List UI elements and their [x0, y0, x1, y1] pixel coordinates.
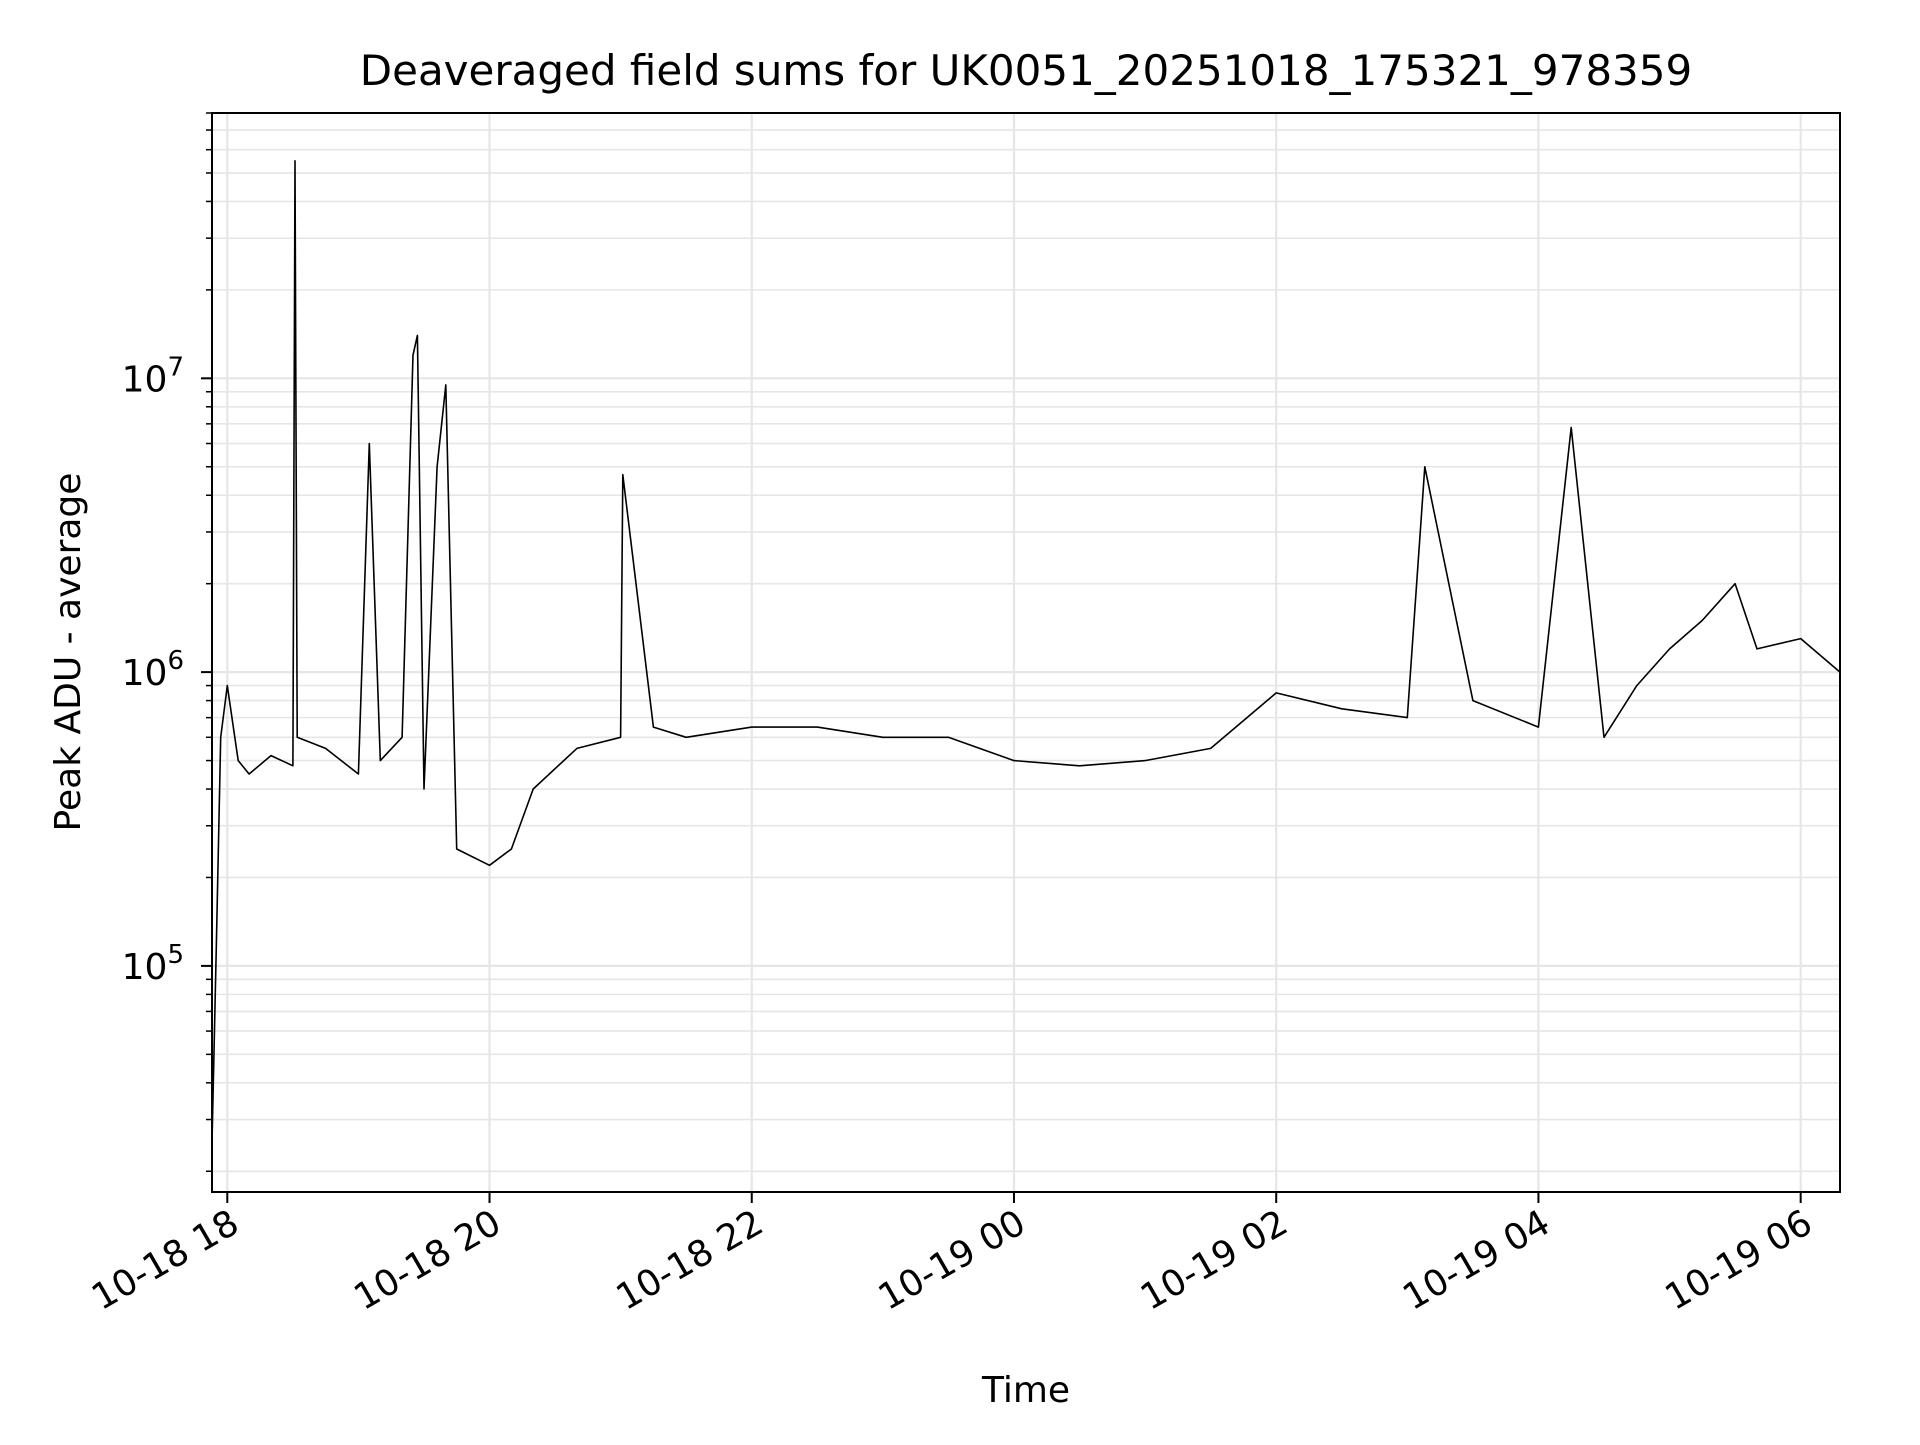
plot-frame: [211, 112, 1841, 1193]
y-axis-label: Peak ADU - average: [48, 473, 89, 832]
y-tick-label: 105: [122, 940, 184, 988]
series-line: [211, 160, 1841, 1143]
y-tick-label: 107: [122, 352, 184, 400]
y-tick-label: 106: [122, 646, 184, 694]
chart-title: Deaveraged field sums for UK0051_2025101…: [360, 46, 1692, 95]
x-axis-label: Time: [981, 1370, 1070, 1411]
series-layer: [211, 160, 1841, 1143]
